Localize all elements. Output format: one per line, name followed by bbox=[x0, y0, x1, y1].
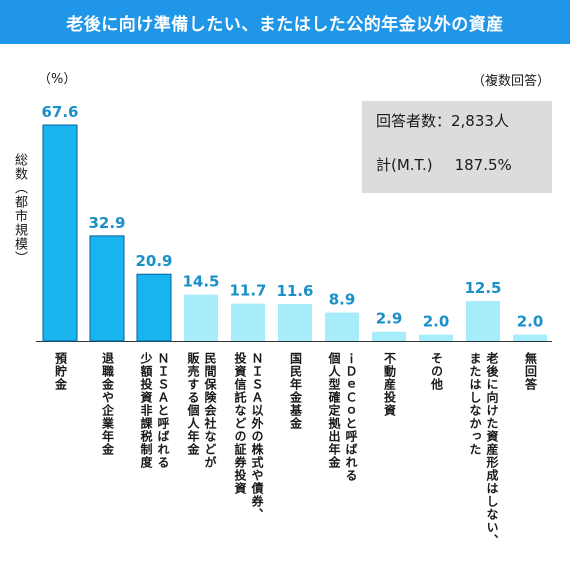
category-label: 退職金や企業年金 bbox=[100, 352, 115, 456]
data-label: 2.0 bbox=[517, 313, 544, 331]
total-label: 計(M.T.) bbox=[376, 156, 433, 174]
data-label: 14.5 bbox=[182, 273, 219, 291]
category-label: 老後に向けた資産形成はしない、 またはしなかった bbox=[468, 352, 499, 547]
respondent-count: 回答者数：2,833人 bbox=[376, 112, 509, 130]
category-label: ＮＩＳＡ以外の株式や債券、 投資信託などの証券投資 bbox=[233, 352, 264, 521]
bar bbox=[89, 235, 125, 342]
bar bbox=[278, 303, 312, 341]
bar bbox=[184, 294, 218, 341]
data-label: 32.9 bbox=[88, 214, 125, 232]
category-label: 国民年金基金 bbox=[288, 352, 303, 430]
data-label: 11.7 bbox=[229, 282, 266, 300]
bar bbox=[466, 301, 500, 341]
total-value: 187.5% bbox=[454, 156, 512, 174]
bar bbox=[325, 312, 359, 341]
y-axis-title: 総数（都市規模） bbox=[12, 153, 27, 265]
data-label: 8.9 bbox=[329, 291, 356, 309]
data-label: 67.6 bbox=[41, 103, 78, 121]
category-label: その他 bbox=[429, 352, 444, 391]
category-label: 民間保険会社などが 販売する個人年金 bbox=[186, 352, 217, 469]
bar bbox=[419, 334, 453, 341]
bar bbox=[42, 124, 78, 342]
bar bbox=[136, 273, 172, 342]
category-label: ｉＤｅＣｏと呼ばれる 個人型確定拠出年金 bbox=[327, 352, 358, 482]
category-label: 預貯金 bbox=[53, 352, 68, 391]
data-label: 12.5 bbox=[464, 279, 501, 297]
category-label: 無回答 bbox=[523, 352, 538, 391]
bar bbox=[513, 334, 547, 341]
data-label: 20.9 bbox=[135, 252, 172, 270]
category-label: ＮＩＳＡと呼ばれる 少額投資非課税制度 bbox=[139, 352, 170, 469]
unit-label: （%） bbox=[38, 72, 77, 87]
info-box: 回答者数：2,833人 計(M.T.) 187.5% bbox=[362, 101, 552, 193]
bar bbox=[372, 331, 406, 341]
data-label: 2.0 bbox=[423, 313, 450, 331]
chart-title: 老後に向け準備したい、またはした公的年金以外の資産 bbox=[0, 0, 570, 44]
total-mt: 計(M.T.) 187.5% bbox=[376, 154, 512, 175]
data-label: 2.9 bbox=[376, 310, 403, 328]
data-label: 11.6 bbox=[276, 282, 313, 300]
multiple-answer-note: （複数回答） bbox=[471, 74, 550, 89]
bar bbox=[231, 303, 265, 341]
category-label: 不動産投資 bbox=[382, 352, 397, 417]
